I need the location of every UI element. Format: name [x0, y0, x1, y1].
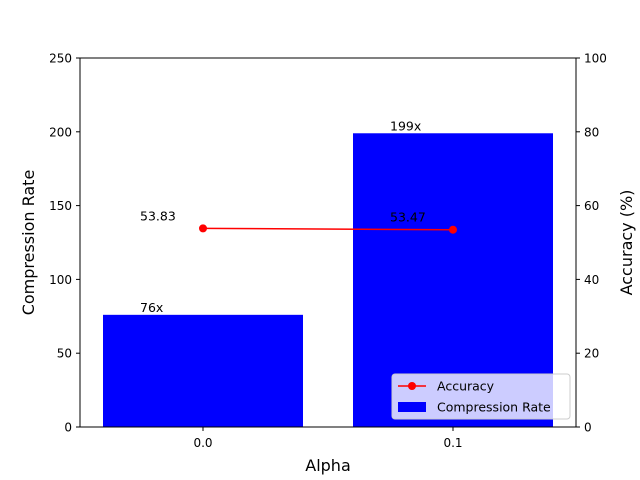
left-y-axis: 0 50 100 150 200 250 — [49, 52, 80, 435]
accuracy-point-0 — [199, 224, 207, 232]
legend-accuracy-label: Accuracy — [437, 379, 495, 394]
left-y-axis-title: Compression Rate — [19, 170, 38, 316]
x-axis-title: Alpha — [305, 456, 351, 475]
left-y-tick-label-3: 150 — [49, 199, 72, 213]
legend: Accuracy Compression Rate — [392, 374, 570, 419]
x-tick-label-1: 0.1 — [443, 436, 462, 450]
right-y-axis-title: Accuracy (%) — [617, 190, 636, 296]
right-y-tick-label-0: 0 — [584, 421, 592, 435]
left-y-tick-label-5: 250 — [49, 52, 72, 66]
bar-compression-0 — [103, 315, 303, 427]
legend-compression-swatch-icon — [398, 402, 426, 412]
legend-accuracy-marker-icon — [408, 382, 416, 390]
x-tick-label-0: 0.0 — [193, 436, 212, 450]
legend-compression-label: Compression Rate — [437, 400, 551, 415]
accuracy-label-0: 53.83 — [140, 208, 176, 223]
bar-label-1: 199x — [390, 118, 421, 133]
right-y-tick-label-1: 20 — [584, 347, 599, 361]
bar-label-0: 76x — [140, 300, 163, 315]
right-y-tick-label-2: 40 — [584, 273, 599, 287]
x-axis: 0.0 0.1 — [193, 427, 462, 450]
accuracy-label-1: 53.47 — [390, 210, 426, 225]
left-y-tick-label-0: 0 — [64, 421, 72, 435]
left-y-tick-label-1: 50 — [57, 347, 72, 361]
right-y-axis: 0 20 40 60 80 100 — [576, 52, 607, 435]
accuracy-point-1 — [449, 226, 457, 234]
right-y-tick-label-3: 60 — [584, 199, 599, 213]
left-y-tick-label-4: 200 — [49, 125, 72, 139]
left-y-tick-label-2: 100 — [49, 273, 72, 287]
right-y-tick-label-4: 80 — [584, 125, 599, 139]
right-y-tick-label-5: 100 — [584, 52, 607, 66]
